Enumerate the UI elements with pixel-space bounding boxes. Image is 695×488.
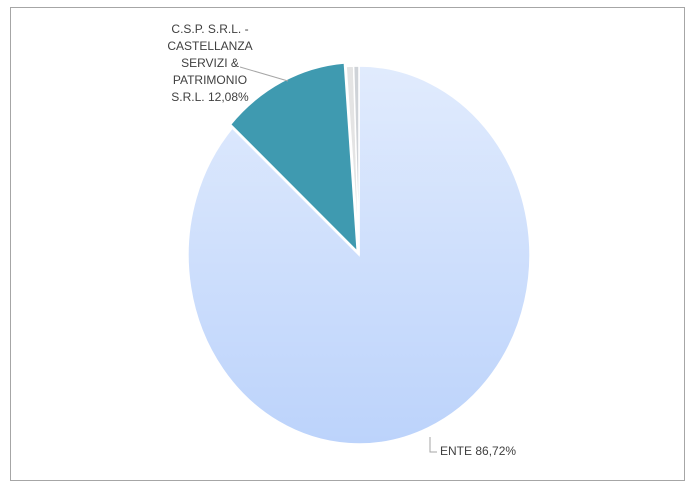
slice-label: ENTE 86,72% xyxy=(440,443,516,460)
category: C.S.P. S.R.L. - CASTELLANZA SERVIZI & PA… xyxy=(167,22,253,104)
slice-label: C.S.P. S.R.L. - CASTELLANZA SERVIZI & PA… xyxy=(160,21,260,106)
value-label: 12,08% xyxy=(208,90,249,104)
pie xyxy=(187,62,531,445)
category: ENTE xyxy=(440,444,473,458)
frame xyxy=(10,7,685,481)
pie-slice xyxy=(352,65,360,256)
value-label: 86,72% xyxy=(475,444,517,458)
leader-line xyxy=(239,66,289,82)
pie-slice xyxy=(229,62,359,254)
leader-line xyxy=(429,437,437,453)
